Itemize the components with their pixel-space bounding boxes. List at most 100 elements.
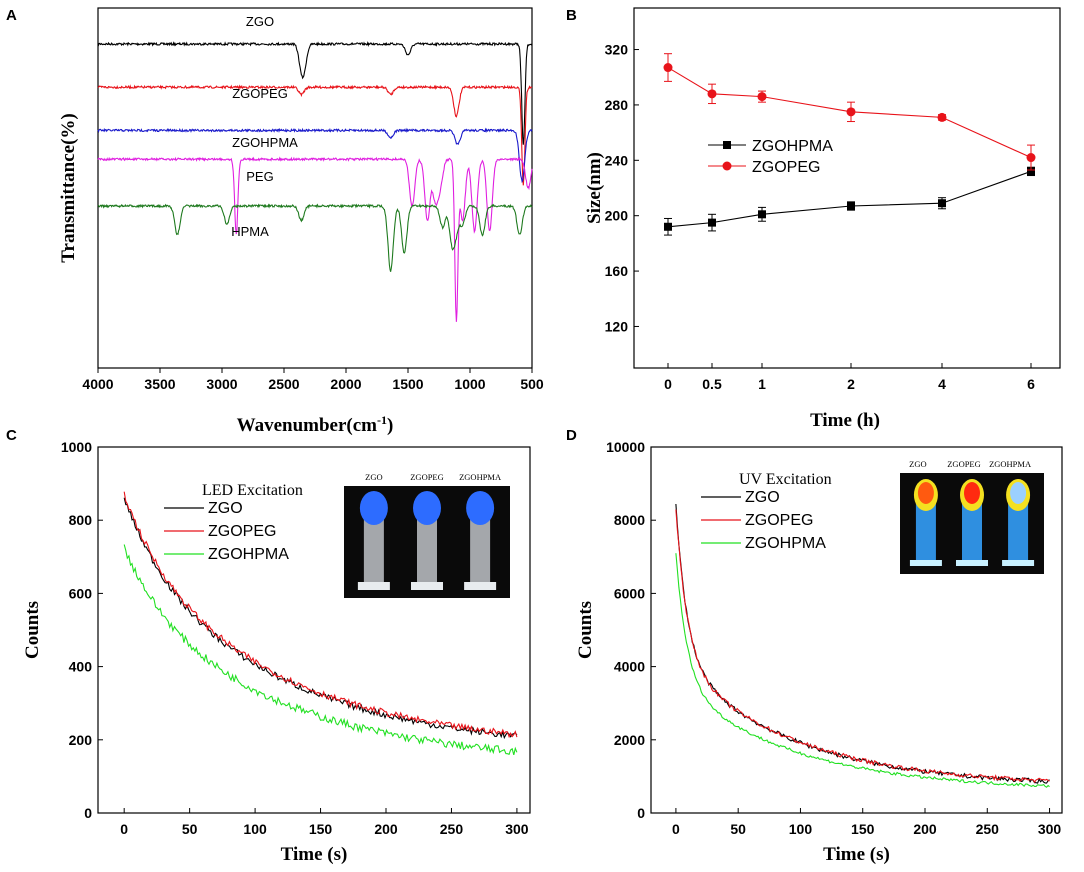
- vial-body: [417, 514, 437, 586]
- panel-letter-a: A: [6, 7, 17, 24]
- vial-glow-core: [964, 482, 980, 504]
- legend-label-zgopeg: ZGOPEG: [752, 159, 820, 176]
- x-tick-label-b: 0: [664, 376, 672, 392]
- panel-b: B 120 160 200 240 280 320 0 0.5 1 2 4 6 Time (h) Size(…: [566, 7, 1061, 431]
- marker-zgohpma: [758, 210, 766, 219]
- legend-label-zgo: ZGO: [745, 489, 780, 506]
- spectrum-zgopeg: [97, 84, 533, 186]
- marker-zgopeg: [707, 89, 717, 99]
- legend-title: UV Excitation: [739, 471, 832, 488]
- marker-zgopeg: [937, 112, 947, 122]
- y-tick-label: 800: [69, 512, 93, 528]
- y-tick-label: 10000: [606, 439, 645, 455]
- x-tick-label-b: 0.5: [702, 376, 722, 392]
- line-zgohpma: [667, 170, 1032, 228]
- inset-label-zgopeg: ZGOPEG: [947, 459, 981, 469]
- y-tick-label-b: 240: [605, 152, 629, 168]
- x-tick-label: 100: [243, 821, 267, 837]
- panel-c: C 0 200 400 600 800 1000 0 50 100 150 200 250 300 Time…: [6, 427, 531, 865]
- x-tick-label: 50: [730, 821, 746, 837]
- decay-zgopeg: [675, 509, 1050, 784]
- vial-glow: [359, 491, 388, 525]
- vial-base: [464, 582, 497, 590]
- x-tick-label: 250: [440, 821, 464, 837]
- y-tick-label: 0: [84, 805, 92, 821]
- legend-label-zgopeg: ZGOPEG: [208, 523, 276, 540]
- legend-title: LED Excitation: [202, 482, 303, 499]
- vial-body: [363, 514, 384, 586]
- x-tick-label-a: 1500: [392, 376, 423, 392]
- y-tick-label: 200: [69, 732, 93, 748]
- x-tick-label-b: 1: [758, 376, 766, 392]
- spectrum-hpma: [97, 203, 533, 272]
- inset-label-zgopeg: ZGOPEG: [410, 472, 444, 482]
- inset-label-zgo: ZGO: [909, 459, 926, 469]
- plot-frame-a: [97, 7, 533, 369]
- x-tick-label: 0: [672, 821, 680, 837]
- legend-label-zgo: ZGO: [208, 500, 243, 517]
- series-label-zgopeg: ZGOPEG: [232, 86, 288, 101]
- y-tick-label: 0: [637, 805, 645, 821]
- y-axis-title: Counts: [22, 601, 43, 659]
- plot-frame-c: [97, 446, 531, 814]
- decay-zgohpma: [675, 553, 1050, 788]
- y-tick-label: 2000: [614, 732, 645, 748]
- legend-marker-zgohpma: [723, 141, 731, 149]
- y-tick-label-b: 120: [605, 318, 629, 334]
- inset-label-zgohpma: ZGOHPMA: [459, 472, 502, 482]
- panel-letter-c: C: [6, 427, 17, 444]
- marker-zgohpma: [664, 222, 672, 231]
- y-tick-label-b: 200: [605, 208, 629, 224]
- legend-label-zgohpma: ZGOHPMA: [208, 546, 289, 563]
- y-tick-label-b: 320: [605, 42, 629, 58]
- vial-glow-core: [917, 482, 934, 504]
- panel-letter-b: B: [566, 7, 577, 24]
- vial-base: [909, 560, 942, 566]
- vial-glow: [466, 491, 495, 525]
- x-tick-label-a: 3500: [144, 376, 175, 392]
- x-tick-label: 200: [913, 821, 937, 837]
- legend-marker-zgopeg: [722, 161, 732, 171]
- x-tick-label: 100: [789, 821, 813, 837]
- spectrum-peg: [97, 156, 533, 322]
- vial-base: [1002, 560, 1035, 566]
- x-tick-label-a: 500: [520, 376, 544, 392]
- vial-body: [1008, 499, 1029, 560]
- decay-zgohpma: [123, 544, 518, 756]
- x-tick-label-b: 2: [847, 376, 855, 392]
- x-tick-label: 0: [120, 821, 128, 837]
- x-tick-label-a: 3000: [206, 376, 237, 392]
- x-axis-title: Time (s): [823, 844, 890, 865]
- series-label-zgohpma: ZGOHPMA: [232, 135, 298, 150]
- vial-base: [411, 582, 443, 590]
- panel-a: A 4000 3500 3000 2500 2000 1500 1000 500 Wavenumb…: [6, 7, 544, 436]
- x-tick-label: 300: [505, 821, 529, 837]
- x-axis-title: Time (s): [281, 844, 348, 865]
- marker-zgohpma: [1027, 167, 1035, 176]
- spectrum-zgo: [97, 41, 533, 145]
- x-tick-label: 300: [1038, 821, 1062, 837]
- vial-body: [962, 499, 982, 560]
- y-tick-label-b: 280: [605, 97, 629, 113]
- panel-d: D 0 2000 4000 6000 8000 10000 0 50 100 150 200 250 30…: [566, 427, 1063, 865]
- y-axis-title-a: Transmittance(%): [58, 113, 79, 263]
- x-tick-label: 50: [182, 821, 198, 837]
- y-tick-label: 8000: [614, 512, 645, 528]
- decay-zgo: [123, 497, 518, 740]
- marker-zgopeg: [846, 107, 856, 117]
- vial-glow-core: [1010, 482, 1027, 504]
- y-axis-title: Counts: [575, 601, 596, 659]
- y-tick-label: 4000: [614, 659, 645, 675]
- y-axis-title-b: Size(nm): [584, 152, 605, 224]
- marker-zgopeg: [663, 63, 673, 73]
- marker-zgopeg: [757, 92, 767, 102]
- x-tick-label-a: 2500: [268, 376, 299, 392]
- vial-body: [470, 514, 491, 586]
- x-tick-label: 150: [851, 821, 875, 837]
- line-zgopeg: [667, 67, 1032, 159]
- legend-label-zgohpma: ZGOHPMA: [752, 138, 833, 155]
- x-tick-label-b: 4: [938, 376, 946, 392]
- panel-letter-d: D: [566, 427, 577, 444]
- x-tick-label-a: 4000: [82, 376, 113, 392]
